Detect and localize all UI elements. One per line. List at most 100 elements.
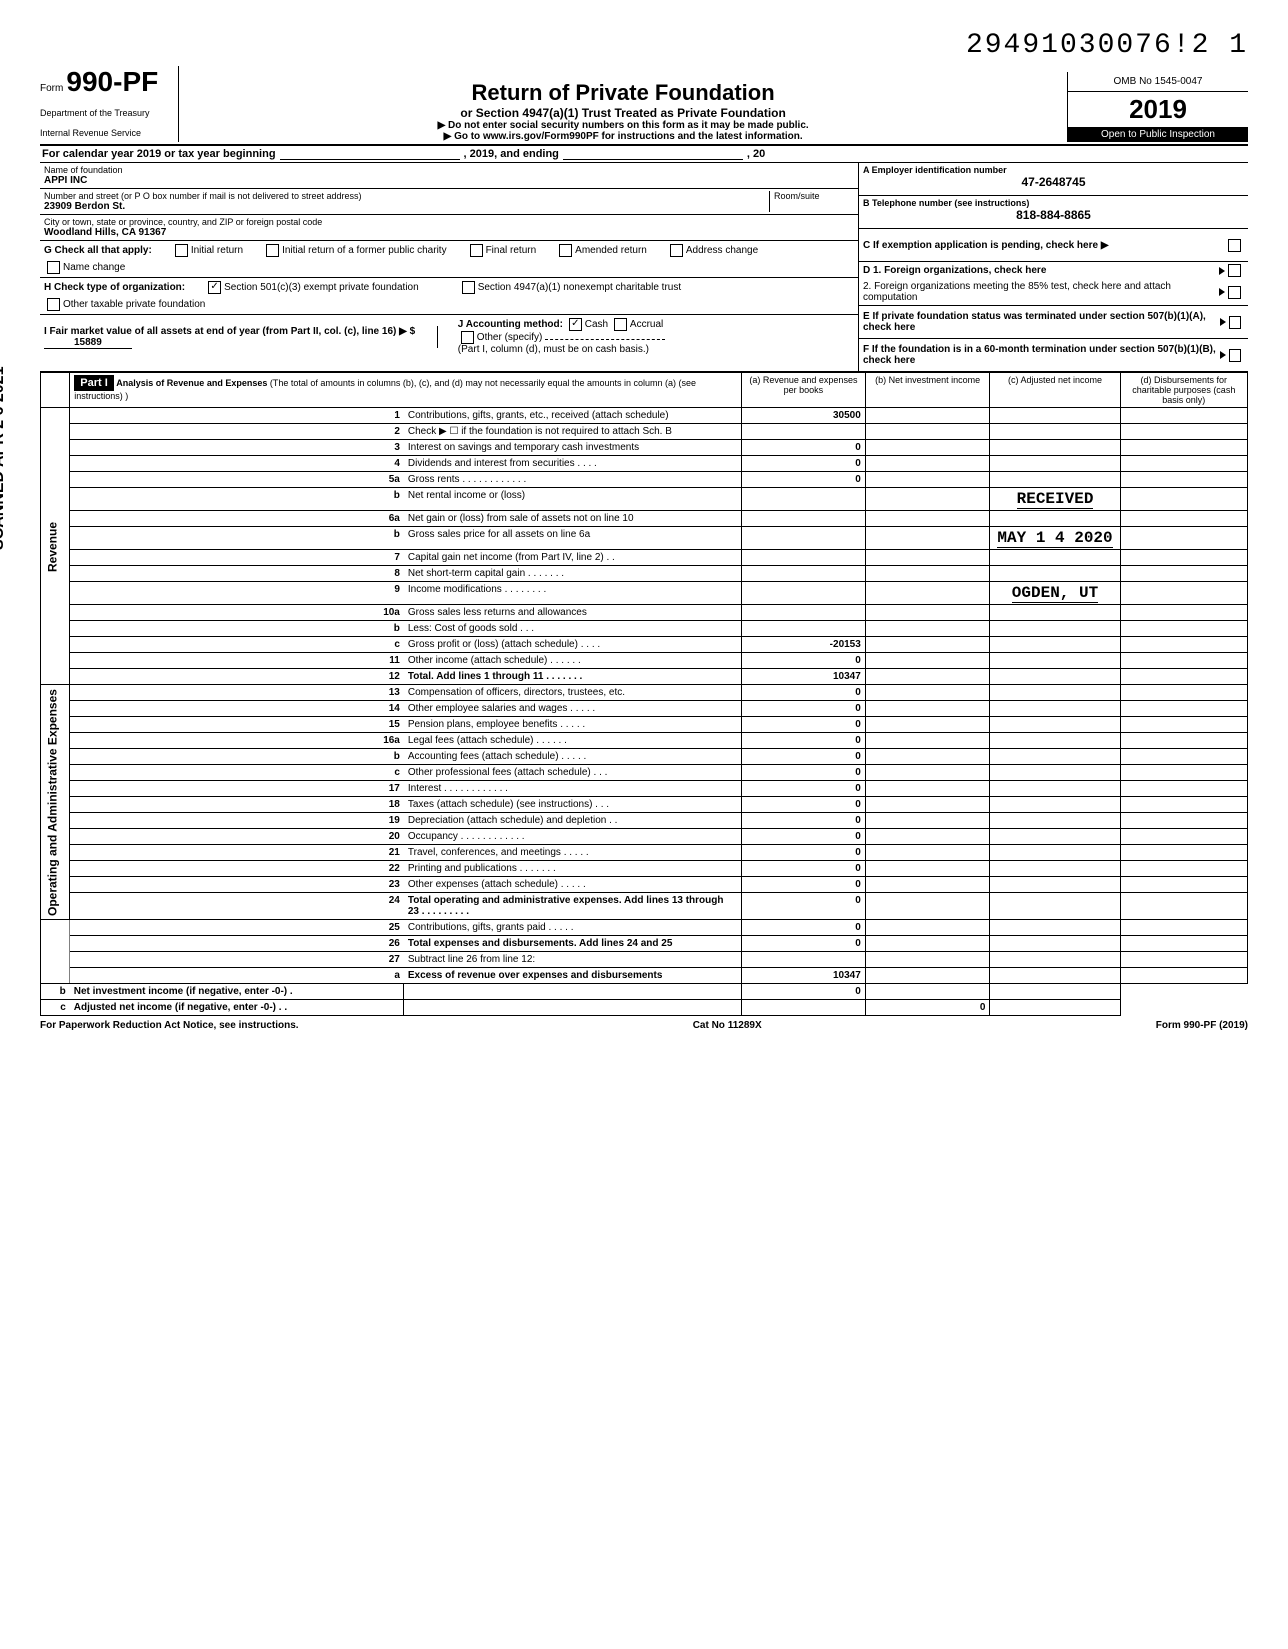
line-number: 1 bbox=[70, 408, 404, 424]
line-number: 23 bbox=[70, 877, 404, 893]
line-description: Legal fees (attach schedule) . . . . . . bbox=[404, 733, 742, 749]
col-d-value bbox=[1120, 797, 1247, 813]
col-b-value bbox=[865, 920, 990, 936]
col-b-value bbox=[865, 440, 990, 456]
col-d-value bbox=[1120, 488, 1247, 511]
table-row: bGross sales price for all assets on lin… bbox=[41, 527, 1248, 550]
checkbox-f[interactable] bbox=[1229, 349, 1241, 362]
line-description: Other expenses (attach schedule) . . . .… bbox=[404, 877, 742, 893]
line-number: 6a bbox=[70, 511, 404, 527]
col-c-value bbox=[990, 781, 1120, 797]
line-number: 25 bbox=[70, 920, 404, 936]
col-c-value bbox=[990, 829, 1120, 845]
checkbox-d2[interactable] bbox=[1228, 286, 1241, 299]
line-description: Net investment income (if negative, ente… bbox=[70, 984, 404, 1000]
col-b-value bbox=[865, 408, 990, 424]
line-description: Dividends and interest from securities .… bbox=[404, 456, 742, 472]
line-description: Occupancy . . . . . . . . . . . . bbox=[404, 829, 742, 845]
col-c-value bbox=[990, 669, 1120, 685]
col-b-value bbox=[865, 797, 990, 813]
opt-address: Address change bbox=[686, 245, 758, 256]
col-d-value bbox=[1120, 765, 1247, 781]
col-a-value bbox=[742, 566, 866, 582]
col-d-value bbox=[1120, 605, 1247, 621]
checkbox-other-tax[interactable] bbox=[47, 298, 60, 311]
col-d-value bbox=[1120, 424, 1247, 440]
line-number: b bbox=[70, 488, 404, 511]
instruction-1: ▶ Do not enter social security numbers o… bbox=[189, 120, 1057, 131]
line-description: Adjusted net income (if negative, enter … bbox=[70, 1000, 404, 1016]
checkbox-d1[interactable] bbox=[1228, 264, 1241, 277]
line-number: b bbox=[70, 749, 404, 765]
col-b-value bbox=[865, 813, 990, 829]
tel-label: B Telephone number (see instructions) bbox=[863, 198, 1244, 208]
col-c-value bbox=[990, 408, 1120, 424]
col-a-value: 0 bbox=[742, 717, 866, 733]
checkbox-e[interactable] bbox=[1229, 316, 1241, 329]
form-number: 990-PF bbox=[66, 66, 158, 97]
line-description: Printing and publications . . . . . . . bbox=[404, 861, 742, 877]
line-description: Depreciation (attach schedule) and deple… bbox=[404, 813, 742, 829]
col-d-value bbox=[1120, 582, 1247, 605]
cal-mid: , 2019, and ending bbox=[464, 148, 559, 160]
col-c-value bbox=[990, 968, 1120, 984]
street-address: 23909 Berdon St. bbox=[44, 201, 769, 212]
opt-name: Name change bbox=[63, 262, 125, 273]
checkbox-name[interactable] bbox=[47, 261, 60, 274]
col-d-value bbox=[1120, 893, 1247, 920]
checkbox-cash[interactable]: ✓ bbox=[569, 318, 582, 331]
col-a-value: 0 bbox=[742, 813, 866, 829]
col-a-value: 0 bbox=[742, 685, 866, 701]
col-a-value bbox=[742, 582, 866, 605]
line-number: 2 bbox=[70, 424, 404, 440]
col-d-value bbox=[1120, 653, 1247, 669]
checkbox-amended[interactable] bbox=[559, 244, 572, 257]
omb-number: OMB No 1545-0047 bbox=[1068, 72, 1248, 92]
line-description: Other employee salaries and wages . . . … bbox=[404, 701, 742, 717]
checkbox-initial-former[interactable] bbox=[266, 244, 279, 257]
col-b-value bbox=[865, 456, 990, 472]
line-number: b bbox=[41, 984, 70, 1000]
col-a-value: 0 bbox=[742, 936, 866, 952]
col-a-value bbox=[404, 1000, 742, 1016]
col-a-value: 0 bbox=[742, 845, 866, 861]
checkbox-c[interactable] bbox=[1228, 239, 1241, 252]
col-c-value bbox=[990, 685, 1120, 701]
d2-label: 2. Foreign organizations meeting the 85%… bbox=[863, 281, 1219, 303]
col-a-value: 0 bbox=[742, 765, 866, 781]
part1-table: Part I Analysis of Revenue and Expenses … bbox=[40, 372, 1248, 1016]
line-description: Interest . . . . . . . . . . . . bbox=[404, 781, 742, 797]
line-number: 15 bbox=[70, 717, 404, 733]
checkbox-address[interactable] bbox=[670, 244, 683, 257]
scanned-stamp: SCANNED APR 2 6 2021 bbox=[0, 367, 8, 550]
col-d-value bbox=[1120, 669, 1247, 685]
line-number: 19 bbox=[70, 813, 404, 829]
col-c-value bbox=[990, 920, 1120, 936]
col-d-value bbox=[1120, 701, 1247, 717]
col-b-value bbox=[865, 936, 990, 952]
line-number: 5a bbox=[70, 472, 404, 488]
checkbox-initial[interactable] bbox=[175, 244, 188, 257]
cal-prefix: For calendar year 2019 or tax year begin… bbox=[42, 148, 276, 160]
col-b-value bbox=[865, 781, 990, 797]
checkbox-4947[interactable] bbox=[462, 281, 475, 294]
col-a-value: 0 bbox=[742, 456, 866, 472]
col-d-value bbox=[1120, 511, 1247, 527]
checkbox-501c3[interactable]: ✓ bbox=[208, 281, 221, 294]
blank-side bbox=[41, 920, 70, 984]
col-b-value bbox=[865, 637, 990, 653]
table-row: cGross profit or (loss) (attach schedule… bbox=[41, 637, 1248, 653]
checkbox-accrual[interactable] bbox=[614, 318, 627, 331]
line-description: Net short-term capital gain . . . . . . … bbox=[404, 566, 742, 582]
line-number: 12 bbox=[70, 669, 404, 685]
line-description: Accounting fees (attach schedule) . . . … bbox=[404, 749, 742, 765]
table-row: 9Income modifications . . . . . . . .OGD… bbox=[41, 582, 1248, 605]
col-c-value bbox=[990, 765, 1120, 781]
checkbox-other-acct[interactable] bbox=[461, 331, 474, 344]
table-row: 16aLegal fees (attach schedule) . . . . … bbox=[41, 733, 1248, 749]
table-row: Operating and Administrative Expenses13C… bbox=[41, 685, 1248, 701]
footer-right: Form 990-PF (2019) bbox=[1156, 1020, 1248, 1031]
checkbox-final[interactable] bbox=[470, 244, 483, 257]
room-label: Room/suite bbox=[774, 191, 854, 201]
line-number: 9 bbox=[70, 582, 404, 605]
